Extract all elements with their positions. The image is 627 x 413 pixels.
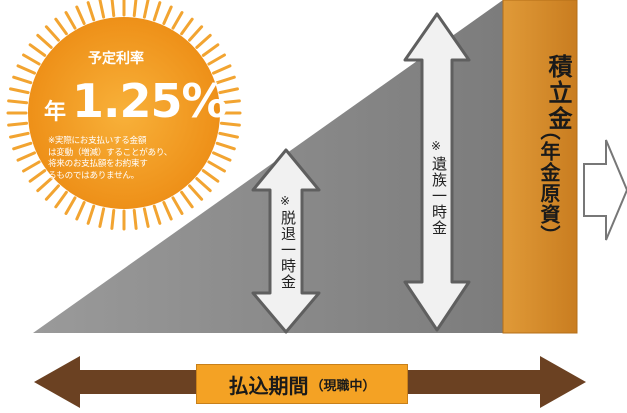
badge-ray	[75, 5, 86, 25]
badge-ray	[22, 160, 41, 173]
badge-ray	[152, 204, 162, 225]
badge-ray	[162, 5, 173, 25]
badge-ray	[54, 17, 68, 36]
badge-ray	[171, 11, 184, 30]
badge-ray	[16, 151, 36, 162]
badge-ray	[195, 33, 212, 49]
period-label: 払込期間	[228, 373, 309, 398]
badge-ray	[212, 151, 232, 162]
badge-ray	[54, 190, 68, 209]
growth-triangle	[33, 0, 503, 333]
survivor-mark: ※	[429, 139, 443, 154]
badge-note-line: るものではありません。	[48, 170, 139, 181]
badge-ray	[171, 196, 184, 215]
badge-ray	[44, 184, 60, 201]
badge-ray	[215, 75, 236, 85]
badge-note: ※実際にお支払いする金額 は変動（増減）することがあり、 将来のお支払額をお約束…	[48, 136, 188, 182]
badge-ray	[188, 25, 204, 42]
badge-ray	[36, 33, 53, 49]
badge-ray	[9, 131, 30, 139]
badge-disc	[28, 17, 220, 209]
badge-note-line: は変動（増減）することがあり、	[48, 147, 173, 158]
badge-ray	[207, 160, 226, 173]
badge-ray	[162, 201, 173, 221]
badge-ray	[219, 121, 241, 127]
badge-ray	[142, 0, 150, 19]
badge-ray	[215, 141, 236, 151]
output-arrow-icon	[583, 139, 627, 241]
badge-ray	[44, 25, 60, 42]
badge-rate: 1.25%	[72, 74, 228, 128]
fund-subtitle: （年金原資）	[537, 120, 561, 246]
badge-ray	[98, 0, 106, 19]
badge-ray	[75, 201, 86, 221]
badge-ray	[86, 1, 96, 22]
badge-ray	[7, 99, 29, 105]
badge-ray	[12, 141, 33, 151]
badge-ray	[201, 169, 220, 183]
badge-ray	[201, 43, 220, 57]
badge-ray	[218, 131, 239, 139]
survivor-arrow-icon	[403, 12, 471, 332]
badge-ray	[218, 87, 239, 95]
retirement-arrow-icon	[251, 148, 321, 334]
badge-ray	[86, 204, 96, 225]
badge-ray	[212, 64, 232, 75]
badge-ray	[219, 99, 241, 105]
badge-ray	[28, 43, 47, 57]
badge-ray	[9, 87, 30, 95]
badge-ray	[142, 207, 150, 228]
period-sublabel: （現職中）	[310, 378, 376, 394]
badge-ray	[180, 17, 194, 36]
badge-ray	[64, 11, 77, 30]
badge-rate-group: 年 1.25%	[44, 74, 228, 134]
badge-ray	[195, 177, 212, 193]
badge-ray	[152, 1, 162, 22]
fund-bar	[502, 0, 578, 334]
badge-ray	[7, 121, 29, 127]
badge-note-line: ※実際にお支払いする金額	[48, 136, 147, 146]
period-label-box: 払込期間 （現職中）	[196, 364, 408, 404]
badge-note-line: 将来のお支払額をお約束す	[48, 159, 148, 169]
badge-ray	[28, 169, 47, 183]
badge-ray	[36, 177, 53, 193]
badge-title: 予定利率	[88, 51, 144, 67]
badge-ray	[180, 190, 194, 209]
badge-ray	[12, 75, 33, 85]
badge-ray	[207, 53, 226, 66]
retirement-mark: ※	[278, 194, 292, 209]
badge-ray	[132, 208, 138, 230]
badge-ray	[64, 196, 77, 215]
badge-year: 年	[44, 100, 67, 125]
badge-ray	[188, 184, 204, 201]
badge-ray	[132, 0, 138, 18]
badge-ray	[110, 208, 116, 230]
retirement-label: 脱退一時金	[279, 210, 297, 290]
fund-title: 積立金	[544, 54, 572, 132]
badge-ray	[22, 53, 41, 66]
survivor-label: 遺族一時金	[430, 156, 448, 236]
badge-ray	[110, 0, 116, 18]
rate-badge	[6, 0, 242, 231]
badge-ray	[98, 207, 106, 228]
badge-ray	[16, 64, 36, 75]
